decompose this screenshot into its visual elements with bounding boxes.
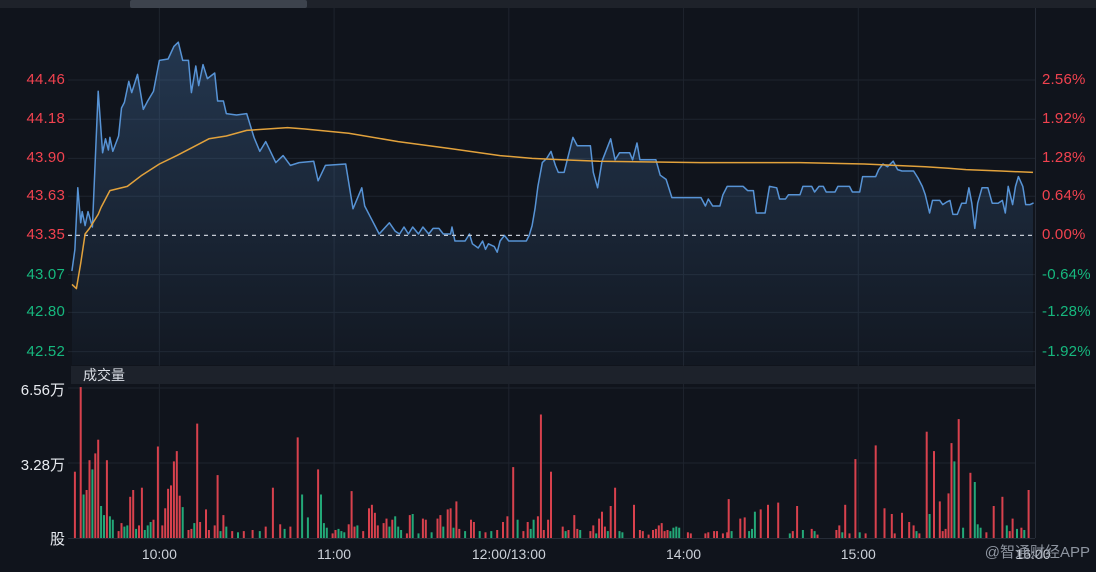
top-scrollbar-thumb[interactable] — [130, 0, 307, 8]
top-scrollbar-track[interactable] — [0, 0, 1096, 8]
